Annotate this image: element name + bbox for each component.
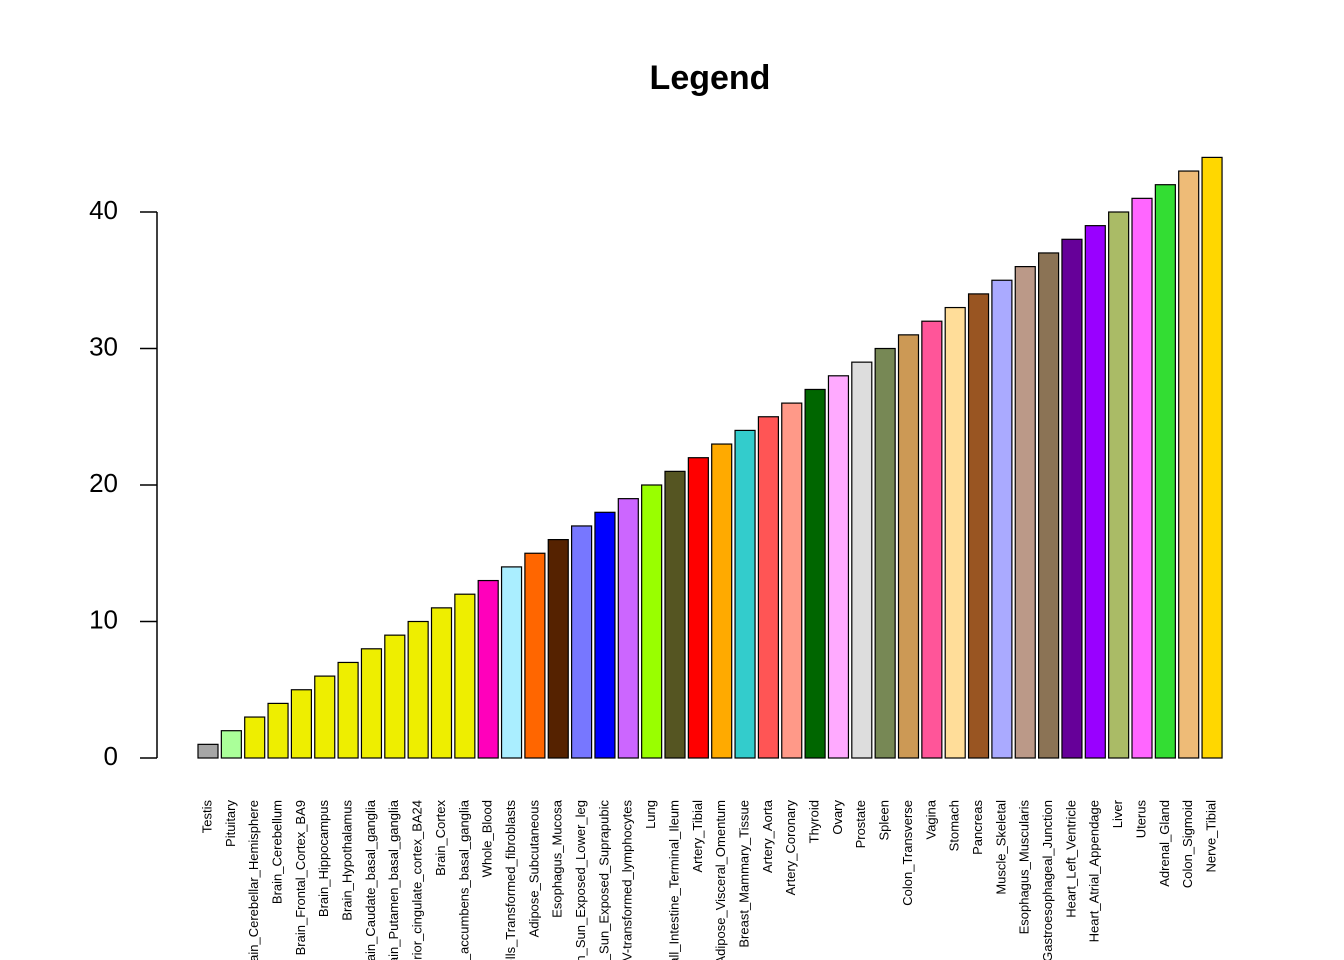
x-tick-label: Brain_Cortex: [433, 800, 448, 876]
x-tick-label: Small_Intestine_Terminal_Ileum: [666, 800, 681, 960]
x-tick-label: Whole_Blood: [480, 800, 495, 877]
x-tick-label: Vagina: [923, 799, 938, 839]
x-tick-label: Stomach: [947, 800, 962, 851]
x-tick-label: Brain_Hippocampus: [316, 800, 331, 918]
bar: [1108, 211, 1130, 759]
x-tick-label: Brain_Frontal_Cortex_BA9: [293, 800, 308, 955]
x-tick-label: Spleen: [877, 800, 892, 840]
x-tick-label: Nerve_Tibial: [1203, 800, 1218, 873]
x-tick-label: Skin_Not_Sun_Exposed_Suprapubic: [596, 800, 611, 960]
x-tick-label: Heart_Left_Ventricle: [1063, 800, 1078, 918]
x-tick-label: Artery_Tibial: [690, 800, 705, 873]
y-tick-label: 40: [89, 195, 118, 225]
bar: [874, 347, 896, 759]
x-tick-label: Lung: [643, 800, 658, 829]
bar: [244, 716, 266, 759]
x-tick-label: Artery_Aorta: [760, 799, 775, 873]
bar: [851, 361, 873, 759]
bar: [687, 457, 709, 759]
bar: [477, 579, 499, 759]
bar: [547, 538, 569, 759]
x-tick-label: Uterus: [1133, 800, 1148, 839]
x-tick-label: Brain_Nucleus_accumbens_basal_ganglia: [456, 799, 471, 960]
x-tick-label: Esophagus_Gastroesophageal_Junction: [1040, 800, 1055, 960]
x-tick-label: Breast_Mammary_Tissue: [736, 800, 751, 948]
bar: [500, 566, 523, 759]
x-tick-label: Heart_Atrial_Appendage: [1087, 800, 1102, 942]
y-tick-label: 0: [104, 741, 118, 771]
y-tick-label: 20: [89, 468, 118, 498]
x-tick-label: Esophagus_Mucosa: [550, 799, 565, 918]
x-tick-label: Cells_EBV-transformed_lymphocytes: [620, 800, 635, 960]
x-tick-label: Adipose_Subcutaneous: [526, 800, 541, 938]
x-tick-label: Adrenal_Gland: [1157, 800, 1172, 887]
bar: [290, 689, 312, 759]
bar: [944, 306, 966, 759]
x-tick-label: Pituitary: [223, 800, 238, 847]
bar: [570, 525, 593, 759]
x-tick-label: Brain_Putamen_basal_ganglia: [386, 799, 401, 960]
bar: [991, 279, 1013, 759]
bar: [314, 675, 336, 759]
bar: [617, 498, 639, 759]
x-tick-label: Skin_Sun_Exposed_Lower_leg: [573, 800, 588, 960]
bar: [197, 743, 219, 759]
x-tick-label: Brain_Anterior_cingulate_cortex_BA24: [410, 800, 425, 960]
x-tick-label: Brain_Cerebellum: [269, 800, 284, 904]
x-tick-label: Testis: [199, 800, 214, 834]
bar: [1014, 266, 1036, 759]
bar: [594, 511, 616, 759]
bar: [967, 293, 990, 759]
x-tick-label: Prostate: [853, 800, 868, 848]
bar: [1037, 252, 1060, 759]
y-tick-label: 30: [89, 331, 118, 361]
bar: [1201, 156, 1223, 759]
bar: [337, 661, 359, 759]
bar: [430, 607, 453, 759]
chart-title: Legend: [650, 59, 771, 97]
bar: [524, 552, 546, 759]
bar: [1154, 184, 1176, 759]
x-tick-label: Pancreas: [970, 800, 985, 855]
y-tick-label: 10: [89, 604, 118, 634]
x-tick-label: Colon_Transverse: [900, 800, 915, 906]
bar: [664, 470, 686, 759]
bar: [1061, 238, 1083, 759]
bar: [1131, 197, 1153, 759]
bar: [407, 620, 429, 759]
bar: [641, 484, 663, 759]
bar: [781, 402, 803, 759]
bar: [1084, 225, 1106, 759]
bar: [267, 702, 289, 759]
x-tick-label: Ovary: [830, 800, 845, 835]
bar: [1178, 170, 1200, 759]
bar: [827, 375, 850, 759]
bar: [734, 429, 756, 759]
x-tick-label: Esophagus_Muscularis: [1017, 800, 1032, 935]
x-tick-label: Cells_Transformed_fibroblasts: [503, 800, 518, 960]
bar: [897, 334, 920, 759]
x-tick-label: Thyroid: [807, 800, 822, 843]
bar: [804, 388, 826, 759]
bar: [220, 730, 242, 759]
x-tick-label: Artery_Coronary: [783, 800, 798, 896]
x-tick-label: Brain_Caudate_basal_ganglia: [363, 799, 378, 960]
x-tick-label: Brain_Cerebellar_Hemisphere: [246, 800, 261, 960]
bar: [711, 443, 733, 759]
x-tick-label: Brain_Hypothalamus: [340, 800, 355, 921]
x-tick-label: Liver: [1110, 799, 1125, 828]
x-tick-label: Colon_Sigmoid: [1180, 800, 1195, 888]
x-tick-label: Muscle_Skeletal: [993, 800, 1008, 895]
bar: [360, 648, 383, 759]
x-tick-label: Adipose_Visceral_Omentum: [713, 800, 728, 960]
bar: [454, 593, 476, 759]
bar: [384, 634, 406, 759]
bar: [757, 416, 780, 759]
bar: [921, 320, 943, 759]
